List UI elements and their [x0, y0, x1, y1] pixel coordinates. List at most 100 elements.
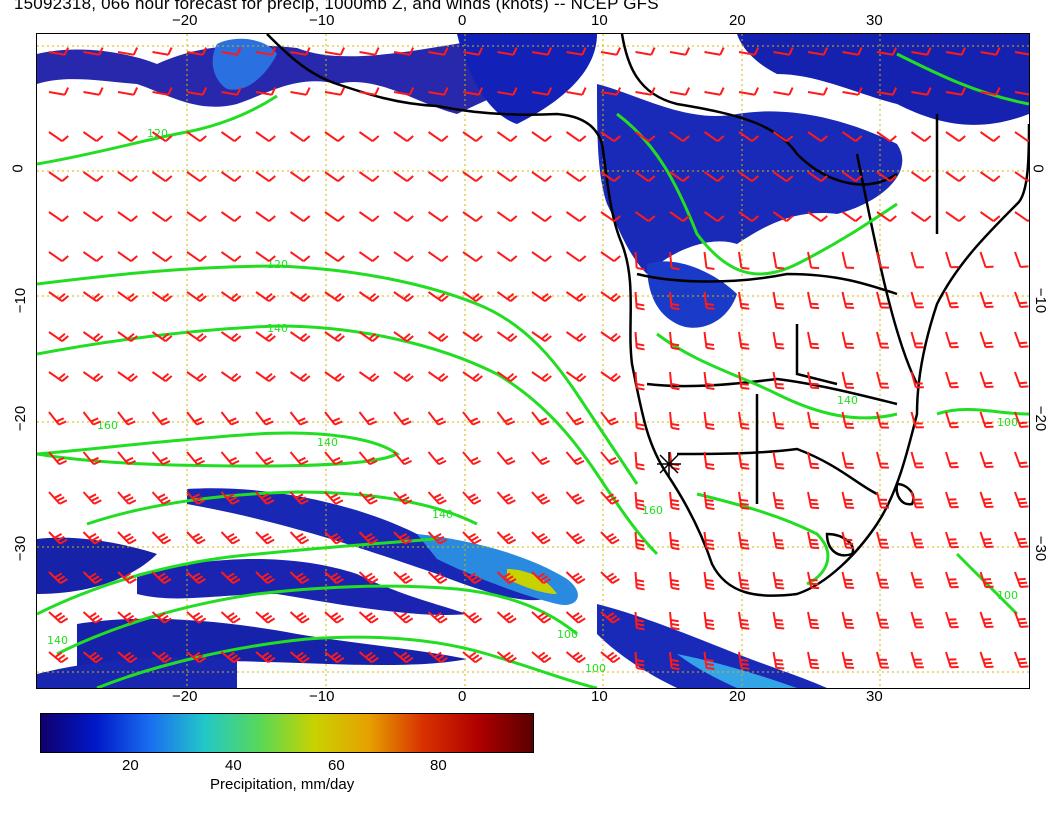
wind-barb [462, 331, 483, 342]
wind-barb [876, 291, 889, 309]
wind-barb [565, 611, 586, 624]
wind-barb [669, 171, 690, 182]
wind-barb [151, 531, 172, 545]
left-lat-label: −20 [12, 405, 30, 432]
wind-barb [910, 251, 924, 269]
wind-barb [807, 531, 820, 550]
wind-barb [358, 531, 379, 545]
wind-barb [565, 131, 587, 142]
wind-barb [841, 571, 855, 589]
wind-barb [772, 371, 785, 390]
bottom-lon-label: 20 [729, 688, 746, 705]
wind-barb [496, 331, 518, 342]
wind-barb [496, 571, 517, 584]
wind-barb [462, 571, 482, 584]
wind-barb [600, 171, 621, 182]
wind-barb [117, 651, 138, 664]
wind-barb [565, 371, 587, 382]
wind-barb [634, 531, 645, 551]
wind-barb [255, 291, 276, 302]
wind-barb [634, 411, 645, 431]
wind-barb [186, 211, 207, 222]
wind-barb [772, 571, 785, 590]
wind-barb [738, 211, 759, 222]
wind-barb [117, 331, 138, 342]
wind-barb [393, 651, 414, 664]
wind-barb [945, 491, 959, 509]
wind-barb [186, 531, 206, 545]
colorbar-title: Precipitation, mm/day [210, 776, 355, 793]
wind-barb [634, 571, 645, 591]
wind-barb [324, 371, 345, 382]
wind-barb [634, 211, 656, 222]
wind-barb [82, 251, 104, 262]
wind-barb [842, 87, 863, 96]
wind-barb [772, 651, 785, 670]
wind-barb [220, 651, 241, 664]
wind-barb [393, 571, 413, 584]
wind-barb [151, 131, 173, 142]
wind-barb [220, 371, 242, 382]
wind-barb [1014, 51, 1029, 56]
contour-label: 100 [997, 416, 1018, 429]
contour-label: 140 [267, 322, 288, 335]
wind-barb [117, 87, 139, 96]
wind-barb [703, 451, 715, 470]
wind-barb [910, 611, 924, 629]
wind-barb [841, 331, 855, 349]
contour-label: 100 [997, 589, 1018, 602]
wind-barb [876, 531, 889, 549]
contour-label: 160 [642, 504, 663, 517]
wind-barb [117, 611, 138, 624]
top-lon-label: −20 [172, 12, 198, 29]
wind-barb [151, 411, 171, 426]
wind-barb [48, 571, 68, 584]
wind-barb [600, 571, 620, 584]
wind-barb [151, 651, 172, 664]
wind-barb [565, 171, 587, 182]
wind-barb [945, 251, 959, 269]
wind-barb [220, 531, 241, 545]
contour-label: 120 [147, 127, 168, 140]
wind-barb [634, 491, 645, 511]
wind-barb [358, 291, 380, 302]
top-lon-label: −10 [309, 12, 335, 29]
wind-barb [635, 87, 656, 96]
wind-barb [876, 411, 889, 429]
wind-barb [738, 451, 750, 470]
wind-barb [1014, 371, 1029, 389]
wind-barb [324, 211, 345, 222]
wind-barb [531, 131, 552, 142]
wind-barb [324, 171, 345, 182]
wind-barb [255, 371, 276, 382]
wind-barb [82, 291, 104, 302]
wind-barb [979, 251, 994, 269]
right-lat-label: −20 [1032, 405, 1050, 432]
wind-barb [807, 571, 820, 590]
wind-barb [1014, 491, 1029, 509]
wind-barb [945, 211, 966, 222]
wind-barb [1014, 251, 1029, 269]
wind-barb [1014, 171, 1029, 182]
wind-barb [807, 131, 828, 142]
forecast-map: 120 140 160 140 120 100 140 160 100 140 … [36, 33, 1030, 689]
wind-barb [289, 211, 311, 222]
wind-barb [565, 531, 586, 545]
colorbar-tick: 20 [122, 757, 139, 774]
wind-barb [738, 571, 750, 590]
wind-barb [703, 331, 715, 350]
wind-barb [393, 491, 413, 505]
wind-barb [910, 451, 924, 469]
bottom-lon-label: −10 [309, 688, 335, 705]
wind-barb [151, 491, 171, 505]
wind-barb [496, 131, 518, 142]
wind-barb [289, 451, 309, 466]
wind-barb [324, 331, 345, 342]
wind-barb [807, 251, 820, 270]
wind-barb [117, 47, 139, 56]
wind-barb [979, 491, 994, 509]
wind-barb [703, 611, 715, 630]
wind-barb [876, 451, 889, 469]
wind-barb [48, 331, 69, 342]
wind-barb [82, 451, 102, 466]
